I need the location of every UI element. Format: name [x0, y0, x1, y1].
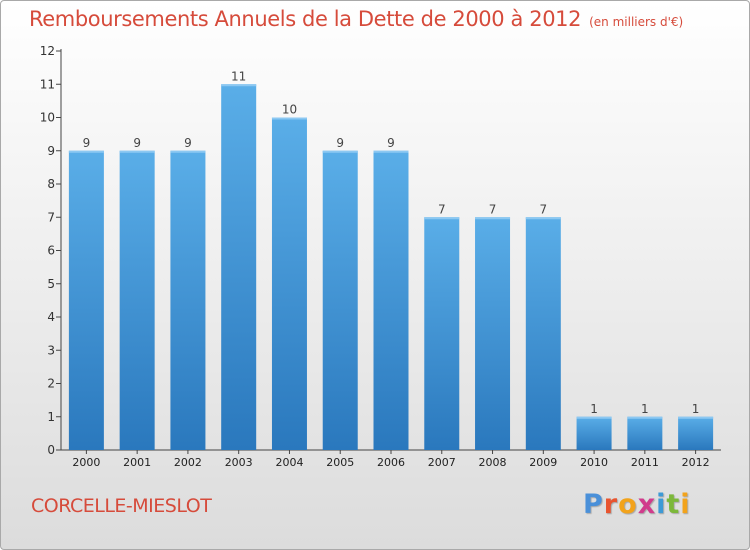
chart-title-text: Remboursements Annuels de la Dette de 20…: [29, 7, 582, 31]
x-tick-label: 2008: [479, 456, 507, 469]
bar-highlight-2003: [221, 84, 257, 87]
bar-2005[interactable]: [322, 150, 358, 450]
logo-letter: P: [583, 489, 604, 520]
logo-letter: i: [656, 489, 667, 520]
bar-2004[interactable]: [271, 117, 307, 451]
y-tick-label: 5: [47, 277, 55, 291]
y-tick-label: 12: [40, 44, 55, 58]
bar-2003[interactable]: [221, 84, 257, 450]
bar-highlight-2002: [170, 150, 206, 153]
bar-2011[interactable]: [627, 416, 663, 450]
y-tick-label: 0: [47, 443, 55, 457]
x-tick-label: 2001: [123, 456, 151, 469]
logo-letter: i: [680, 489, 691, 520]
y-tick-label: 8: [47, 177, 55, 191]
logo-letter: o: [618, 489, 638, 520]
x-tick-label: 2007: [428, 456, 456, 469]
bar-highlight-2007: [424, 217, 460, 220]
y-tick-label: 10: [40, 111, 55, 125]
y-tick-label: 7: [47, 210, 55, 224]
data-label-2008: 7: [489, 202, 497, 216]
chart-title: Remboursements Annuels de la Dette de 20…: [29, 7, 683, 31]
x-tick-label: 2009: [529, 456, 557, 469]
data-label-2000: 9: [83, 136, 91, 150]
bar-2010[interactable]: [576, 416, 612, 450]
bar-2001[interactable]: [119, 150, 155, 450]
y-tick-label: 9: [47, 144, 55, 158]
bar-highlight-2004: [271, 117, 307, 120]
data-label-2005: 9: [336, 136, 344, 150]
bar-highlight-2009: [525, 217, 561, 220]
data-label-2006: 9: [387, 136, 395, 150]
y-tick-label: 4: [47, 310, 55, 324]
bar-highlight-2005: [322, 150, 358, 153]
bar-highlight-2011: [627, 416, 663, 419]
x-tick-label: 2003: [225, 456, 253, 469]
x-tick-label: 2000: [72, 456, 100, 469]
proxiti-logo[interactable]: Proxiti: [583, 489, 691, 520]
bar-highlight-2001: [119, 150, 155, 153]
bar-highlight-2012: [678, 416, 714, 419]
x-tick-label: 2004: [275, 456, 303, 469]
y-tick-label: 2: [47, 377, 55, 391]
unit-note: (en milliers d'€): [589, 15, 684, 29]
data-label-2001: 9: [133, 136, 141, 150]
data-label-2004: 10: [282, 103, 297, 117]
data-label-2011: 1: [641, 402, 649, 416]
bar-highlight-2000: [68, 150, 104, 153]
x-tick-label: 2010: [580, 456, 608, 469]
data-label-2007: 7: [438, 202, 446, 216]
logo-letter: r: [603, 489, 619, 520]
bar-2012[interactable]: [678, 416, 714, 450]
bar-2008[interactable]: [475, 217, 511, 450]
bar-2006[interactable]: [373, 150, 409, 450]
data-label-2010: 1: [590, 402, 598, 416]
logo-letter: x: [637, 489, 657, 520]
bar-highlight-2006: [373, 150, 409, 153]
data-label-2002: 9: [184, 136, 192, 150]
commune-name: CORCELLE-MIESLOT: [31, 495, 212, 517]
data-label-2009: 7: [539, 202, 547, 216]
x-tick-label: 2005: [326, 456, 354, 469]
y-tick-label: 1: [47, 410, 55, 424]
y-tick-label: 11: [40, 77, 55, 91]
x-tick-label: 2006: [377, 456, 405, 469]
bar-highlight-2010: [576, 416, 612, 419]
bar-highlight-2008: [475, 217, 511, 220]
bar-2000[interactable]: [68, 150, 104, 450]
x-tick-label: 2011: [631, 456, 659, 469]
y-tick-label: 6: [47, 244, 55, 258]
bar-2009[interactable]: [525, 217, 561, 450]
data-label-2003: 11: [231, 69, 246, 83]
x-tick-label: 2002: [174, 456, 202, 469]
bar-2007[interactable]: [424, 217, 460, 450]
logo-letter: t: [666, 489, 681, 520]
x-tick-label: 2012: [682, 456, 710, 469]
y-tick-label: 3: [47, 343, 55, 357]
data-label-2012: 1: [692, 402, 700, 416]
bar-2002[interactable]: [170, 150, 206, 450]
